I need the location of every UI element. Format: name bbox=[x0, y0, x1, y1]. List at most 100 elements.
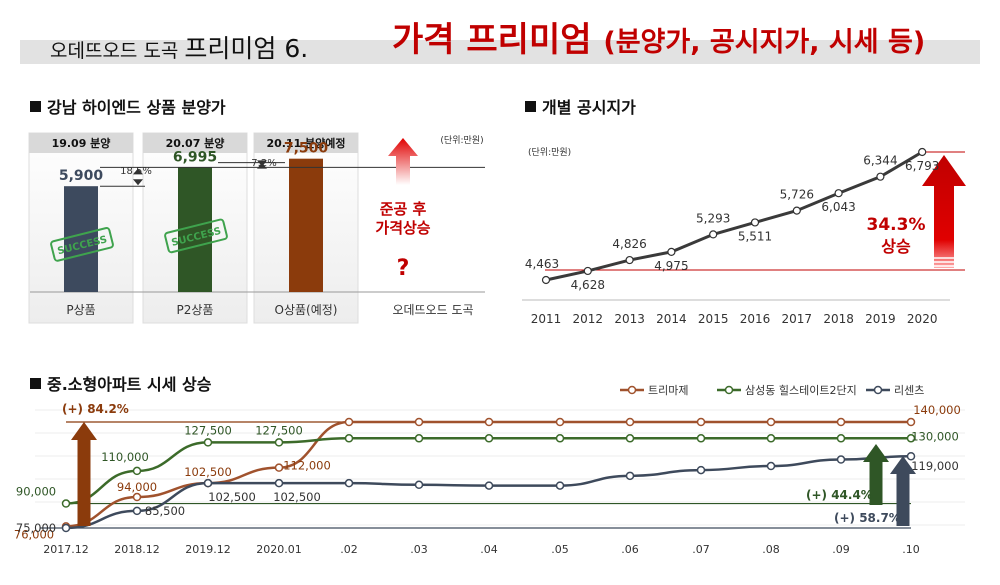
series-point bbox=[696, 417, 706, 427]
year-tick-label: 2017 bbox=[782, 312, 813, 326]
series-point bbox=[132, 492, 142, 502]
bar-card-header bbox=[143, 133, 247, 153]
land-price-point bbox=[750, 218, 760, 227]
series-point bbox=[274, 438, 284, 447]
land-price-label: 4,463 bbox=[525, 257, 559, 271]
section1-title-text: 강남 하이엔드 상품 분양가 bbox=[47, 98, 226, 117]
legend-label: 트리마제 bbox=[648, 384, 688, 397]
series-point bbox=[625, 417, 635, 427]
series-point bbox=[555, 434, 565, 443]
bar-period-label: 20.11 분양예정 bbox=[266, 136, 345, 150]
land-price-point bbox=[834, 189, 843, 198]
year-tick-label: 2012 bbox=[573, 312, 604, 326]
x-tick-label: .09 bbox=[832, 543, 850, 556]
x-tick-label: 2017.12 bbox=[43, 543, 89, 556]
series-point bbox=[344, 417, 354, 427]
bar-card-header bbox=[29, 133, 133, 153]
x-tick-label: .06 bbox=[621, 543, 639, 556]
slide-header: 오데뜨오드 도곡 프리미엄 6. 가격 프리미엄 (분양가, 공시지가, 시세 등… bbox=[20, 0, 980, 64]
land-price-point bbox=[583, 266, 592, 276]
series-point bbox=[836, 455, 846, 464]
x-tick-label: .08 bbox=[762, 543, 780, 556]
increase-label-1: 18.5% bbox=[120, 166, 152, 177]
header-subtitle: 오데뜨오드 도곡 프리미엄 6. bbox=[50, 29, 308, 65]
legend-item: 삼성동 힐스테이트2단지 bbox=[717, 384, 857, 397]
bar-period-label: 20.07 분양 bbox=[166, 136, 225, 150]
series-point bbox=[906, 434, 916, 443]
bar-value-label: 6,995 bbox=[173, 149, 217, 165]
land-price-label: 4,975 bbox=[654, 259, 688, 273]
growth-arrow-icon bbox=[922, 155, 966, 268]
series-point bbox=[61, 523, 71, 533]
series-point bbox=[203, 438, 213, 447]
land-price-label: 5,726 bbox=[780, 188, 814, 202]
series-value-label: 130,000 bbox=[911, 429, 959, 443]
section3-title: 중.소형아파트 시세 상승 bbox=[30, 371, 211, 395]
x-tick-label: .02 bbox=[340, 543, 358, 556]
section2-title: 개별 공시지가 bbox=[525, 94, 636, 118]
callout-line1: 준공 후 bbox=[380, 200, 427, 218]
price-up-arrow-icon bbox=[388, 138, 418, 185]
series-point bbox=[61, 499, 71, 508]
increase-annotation: (+) 84.2% bbox=[62, 402, 129, 416]
double-arrow-icon bbox=[133, 168, 143, 186]
year-tick-label: 2020 bbox=[907, 312, 938, 326]
series-point bbox=[555, 481, 565, 490]
legend-label: 삼성동 힐스테이트2단지 bbox=[745, 384, 857, 397]
x-tick-label: .10 bbox=[902, 543, 920, 556]
series-value-label: 127,500 bbox=[184, 423, 232, 437]
year-tick-label: 2015 bbox=[698, 312, 729, 326]
increase-annotation: (+) 58.7% bbox=[834, 511, 901, 525]
year-tick-label: 2019 bbox=[865, 312, 896, 326]
series-point bbox=[132, 466, 142, 476]
land-price-label: 5,293 bbox=[696, 211, 730, 225]
x-tick-label: 2018.12 bbox=[114, 543, 160, 556]
land-price-label: 6,793 bbox=[905, 159, 939, 173]
legend-item: 트리마제 bbox=[620, 384, 688, 397]
land-price-label: 5,511 bbox=[738, 229, 772, 243]
series-point bbox=[344, 434, 354, 443]
series-point bbox=[414, 417, 424, 427]
subtitle-prefix: 오데뜨오드 도곡 bbox=[50, 40, 179, 62]
series-value-label: 85,500 bbox=[145, 504, 185, 518]
header-main-title: 가격 프리미엄 (분양가, 공시지가, 시세 등) bbox=[392, 12, 925, 61]
series-point bbox=[625, 471, 635, 481]
category-label: P2상품 bbox=[177, 303, 214, 317]
x-tick-label: .03 bbox=[410, 543, 428, 556]
land-price-point bbox=[792, 206, 801, 215]
land-price-point bbox=[541, 275, 551, 285]
legend-item: 리센츠 bbox=[866, 384, 924, 397]
category-label-last: 오데뜨오드 도곡 bbox=[392, 303, 473, 317]
header-bar bbox=[20, 40, 980, 64]
series-point bbox=[906, 417, 916, 427]
year-tick-label: 2014 bbox=[656, 312, 687, 326]
series-point bbox=[766, 417, 776, 427]
series-point bbox=[203, 478, 213, 488]
land-price-label: 6,344 bbox=[863, 154, 897, 168]
land-price-line bbox=[545, 150, 923, 282]
series-point bbox=[484, 417, 494, 427]
year-tick-label: 2011 bbox=[531, 312, 562, 326]
series-point bbox=[625, 434, 635, 443]
section2-title-text: 개별 공시지가 bbox=[542, 98, 636, 117]
series-value-label: 110,000 bbox=[101, 450, 149, 464]
legend-label: 리센츠 bbox=[894, 384, 924, 397]
series-value-label: 119,000 bbox=[911, 459, 959, 473]
square-bullet-icon bbox=[525, 101, 536, 112]
increase-label-2: 7.2% bbox=[251, 158, 276, 169]
series-value-label: 90,000 bbox=[16, 485, 56, 499]
series-value-label: 112,000 bbox=[283, 459, 331, 473]
main-title-paren: (분양가, 공시지가, 시세 등) bbox=[603, 27, 926, 58]
square-bullet-icon bbox=[30, 101, 41, 112]
category-label: O상품(예정) bbox=[275, 303, 338, 317]
series-point bbox=[836, 434, 846, 443]
series-point bbox=[555, 417, 565, 427]
year-tick-label: 2018 bbox=[823, 312, 854, 326]
x-tick-label: 2020.01 bbox=[256, 543, 302, 556]
land-price-point bbox=[667, 247, 676, 256]
land-price-point bbox=[918, 147, 927, 157]
increase-arrow-icon bbox=[71, 422, 97, 526]
land-price-label: 4,628 bbox=[571, 278, 605, 292]
